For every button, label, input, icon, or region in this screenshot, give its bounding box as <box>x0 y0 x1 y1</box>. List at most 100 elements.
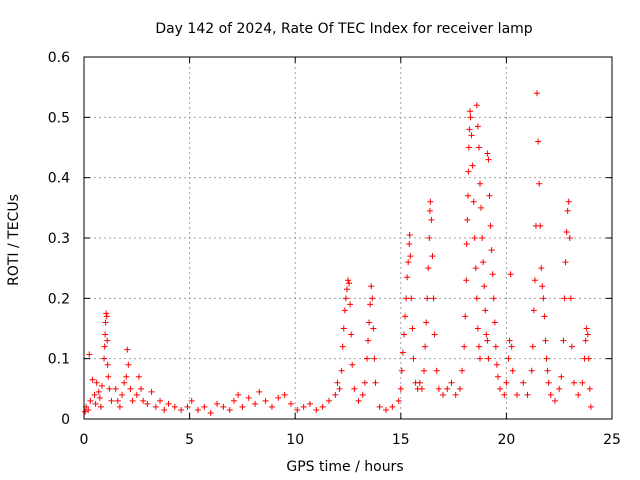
data-point <box>406 241 413 248</box>
data-point <box>463 277 470 284</box>
data-point <box>275 394 282 401</box>
data-point <box>520 379 527 386</box>
data-point <box>587 403 594 410</box>
data-point <box>345 277 351 284</box>
data-point <box>343 286 350 293</box>
data-point <box>334 379 341 386</box>
data-point <box>428 216 435 223</box>
data-point <box>408 295 415 302</box>
data-point <box>416 379 423 386</box>
data-point <box>535 138 542 145</box>
data-point <box>351 385 358 392</box>
data-point <box>448 379 455 386</box>
data-point <box>421 367 428 374</box>
data-point <box>528 367 535 374</box>
data-point <box>561 295 568 302</box>
data-point <box>103 313 110 320</box>
data-point <box>462 313 469 320</box>
y-tick-label: 0.4 <box>48 171 70 187</box>
data-point <box>108 397 115 404</box>
data-point <box>89 376 96 383</box>
data-point <box>226 406 233 413</box>
data-point <box>583 325 590 332</box>
x-tick-label: 25 <box>603 432 621 448</box>
data-point <box>478 204 485 211</box>
data-point <box>508 343 515 350</box>
data-point <box>367 301 374 308</box>
y-tick-label: 0.5 <box>48 110 70 126</box>
data-point <box>406 231 413 238</box>
data-point <box>405 259 412 266</box>
data-point <box>235 391 242 398</box>
data-points <box>82 90 594 416</box>
data-point <box>133 391 140 398</box>
data-point <box>544 367 551 374</box>
data-point <box>474 123 481 130</box>
data-point <box>562 259 569 266</box>
data-point <box>157 397 164 404</box>
data-point <box>370 325 377 332</box>
data-point <box>490 295 497 302</box>
data-point <box>361 379 368 386</box>
y-axis-label: ROTI / TECUs <box>6 194 22 286</box>
data-point <box>97 403 104 410</box>
data-point <box>294 406 301 413</box>
data-point <box>245 394 252 401</box>
data-point <box>106 385 113 392</box>
data-point <box>529 343 536 350</box>
data-point <box>540 295 547 302</box>
data-point <box>534 90 541 97</box>
data-point <box>300 403 307 410</box>
data-point <box>348 331 355 338</box>
data-point <box>456 385 463 392</box>
data-point <box>469 162 476 169</box>
data-point <box>102 331 109 338</box>
x-tick-label: 15 <box>392 432 410 448</box>
data-point <box>92 400 99 407</box>
x-tick-labels: 0 5 10 15 20 25 <box>80 432 621 448</box>
data-point <box>427 198 434 205</box>
data-point <box>140 397 147 404</box>
data-point <box>465 144 472 151</box>
data-point <box>112 385 119 392</box>
data-point <box>98 382 105 389</box>
data-point <box>484 150 491 157</box>
data-point <box>119 391 126 398</box>
data-point <box>201 403 208 410</box>
data-point <box>96 394 103 401</box>
data-point <box>473 102 480 109</box>
data-point <box>124 346 131 353</box>
data-point <box>332 391 339 398</box>
data-point <box>268 403 275 410</box>
data-point <box>582 337 589 344</box>
data-point <box>474 325 481 332</box>
data-point <box>144 400 151 407</box>
data-point <box>404 274 411 281</box>
data-point <box>148 388 155 395</box>
data-point <box>397 385 404 392</box>
data-point <box>563 228 570 235</box>
data-point <box>489 271 496 278</box>
data-point <box>505 355 512 362</box>
data-point <box>152 403 159 410</box>
data-point <box>467 114 474 121</box>
data-point <box>135 373 142 380</box>
y-tick-label: 0.6 <box>48 50 70 66</box>
data-point <box>340 325 347 332</box>
data-point <box>105 373 112 380</box>
data-point <box>584 331 591 338</box>
data-point <box>570 379 577 386</box>
data-point <box>389 403 396 410</box>
data-point <box>101 355 108 362</box>
grid-lines <box>84 57 612 419</box>
data-point <box>287 400 294 407</box>
data-point <box>564 207 571 214</box>
data-point <box>402 313 409 320</box>
data-point <box>86 351 93 358</box>
data-point <box>359 391 366 398</box>
data-point <box>501 391 508 398</box>
data-point <box>399 349 406 356</box>
data-point <box>566 235 573 241</box>
data-point <box>407 253 414 260</box>
data-point <box>486 192 493 199</box>
